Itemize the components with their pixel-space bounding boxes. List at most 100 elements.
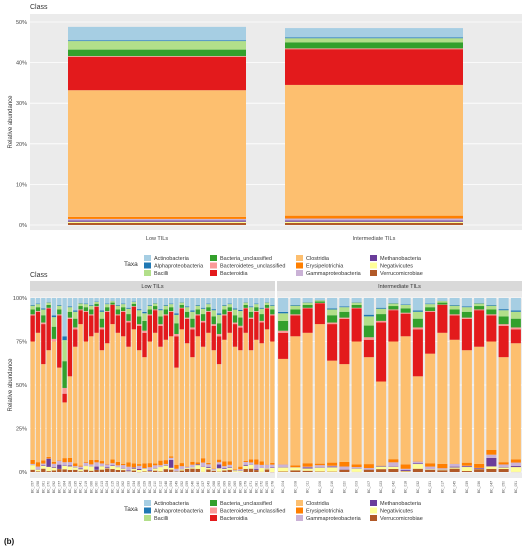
bar-segment-actinobacteria	[158, 298, 163, 310]
x-tick-label-b: BC_058	[36, 481, 40, 493]
bar-segment-verrucomicrobiae	[115, 469, 121, 472]
x-tick-label-b: BC_060	[95, 481, 99, 493]
legend-label-bacteroidia: Bacteroidia	[220, 516, 248, 522]
x-tick-label-b: BC_048	[164, 481, 168, 493]
bar-segment-bacilli	[498, 310, 509, 317]
bar-segment-gammaproteobacteria	[110, 463, 115, 466]
bar-segment-gammaproteobacteria	[73, 466, 78, 468]
bar-segment-erysipelotrichia	[152, 463, 158, 466]
bar-segment-bacilli	[179, 302, 184, 305]
bar-segment-actinobacteria	[474, 298, 485, 303]
bar-segment-bacteroidetes-unclassified	[126, 320, 131, 323]
x-tick-label-b: BC_077	[57, 481, 61, 493]
bar-segment-actinobacteria	[248, 298, 254, 307]
bar-segment-bacilli	[216, 314, 222, 324]
bar-segment-clostridia	[51, 341, 57, 462]
bar-segment-bacteroidia	[351, 308, 362, 342]
bar-segment-negativicutes	[425, 469, 436, 470]
bar-segment-erysipelotrichia	[73, 463, 78, 467]
bar-segment-alphaproteobacteria	[400, 304, 411, 305]
bar-segment-gammaproteobacteria	[83, 462, 89, 466]
x-tick-label-b: BC_018	[404, 481, 408, 493]
bar-segment-erysipelotrichia	[425, 463, 436, 467]
bar-segment-actinobacteria	[376, 298, 387, 308]
bar-segment-bacteroidia	[62, 393, 67, 403]
legend-label-actinobacteria: Actinobacteria	[154, 501, 190, 507]
x-tick-label-b: BC_050	[502, 481, 506, 493]
bar-segment-bacteroidetes-unclassified	[67, 317, 73, 319]
bar-segment-gammaproteobacteria	[200, 462, 206, 467]
bar-segment-gammaproteobacteria	[78, 466, 83, 469]
bar-segment-methanobacteria	[137, 468, 142, 470]
bar-segment-verrucomicrobiae	[227, 469, 232, 472]
bar-segment-alphaproteobacteria	[147, 304, 153, 306]
bar-segment-bacteroidia	[327, 324, 338, 361]
bar-segment-verrucomicrobiae	[89, 470, 94, 472]
bar-segment-erysipelotrichia	[121, 463, 126, 466]
bar-segment-methanobacteria	[254, 468, 259, 470]
bar-segment-bacteroidetes-unclassified	[327, 322, 338, 325]
bar-segment-alphaproteobacteria	[142, 311, 147, 314]
bar-segment-negativicutes	[216, 468, 222, 472]
bar-segment-bacilli	[238, 311, 243, 318]
bar-segment-clostridia	[110, 324, 115, 460]
bar-segment-actinobacteria	[89, 298, 94, 305]
bar-segment-bacteria-unclassified	[174, 323, 179, 334]
bar-segment-methanobacteria	[285, 220, 463, 222]
bar-segment-methanobacteria	[302, 467, 313, 469]
bar-segment-bacteria-unclassified	[68, 49, 246, 57]
x-tick-label-b: BC_024	[105, 481, 109, 493]
bar-segment-gammaproteobacteria	[238, 469, 243, 471]
bar-segment-clostridia	[339, 364, 350, 462]
x-tick-label-b: BC_064	[63, 481, 67, 493]
bar-segment-verrucomicrobiae	[339, 469, 350, 472]
legend-label-actinobacteria: Actinobacteria	[154, 256, 190, 262]
bar-segment-bacilli	[270, 305, 275, 310]
bar-segment-bacteria-unclassified	[510, 318, 521, 328]
bar-segment-bacteroidetes-unclassified	[68, 56, 246, 57]
x-tick-label-b: BC_007	[367, 481, 371, 493]
bar-segment-bacteroidia	[121, 311, 126, 337]
bar-segment-clostridia	[73, 346, 78, 464]
bar-segment-clostridia	[376, 381, 387, 466]
bar-segment-bacteria-unclassified	[73, 318, 78, 328]
x-tick-label-b: BC_033	[127, 481, 131, 493]
bar-segment-alphaproteobacteria	[62, 336, 67, 341]
bar-segment-negativicutes	[184, 467, 190, 469]
bar-segment-bacteria-unclassified	[498, 316, 509, 325]
bar-segment-bacteroidia	[437, 304, 448, 333]
bar-segment-methanobacteria	[51, 466, 57, 468]
bar-segment-bacilli	[206, 304, 211, 308]
bar-segment-bacteroidia	[449, 315, 460, 340]
bar-segment-clostridia	[302, 332, 313, 464]
y-tick-label-a: 30%	[16, 101, 27, 107]
bar-segment-erysipelotrichia	[461, 462, 472, 466]
bar-segment-actinobacteria	[30, 298, 35, 305]
bar-segment-bacilli	[363, 316, 374, 326]
bar-segment-bacteroidetes-unclassified	[168, 311, 174, 312]
legend-label-negativicutes: Negativicutes	[380, 509, 413, 515]
bar-segment-bacteroidia	[376, 322, 387, 382]
bar-segment-verrucomicrobiae	[206, 469, 211, 472]
bar-segment-alphaproteobacteria	[35, 303, 41, 305]
legend-swatch-bacteroidetes-unclassified	[210, 507, 217, 514]
bar-segment-bacteroidetes-unclassified	[30, 314, 35, 316]
bar-segment-negativicutes	[238, 470, 243, 472]
facet-strip-low-tils	[30, 281, 275, 291]
bar-segment-gammaproteobacteria	[400, 468, 411, 471]
bar-segment-erysipelotrichia	[137, 464, 142, 466]
bar-segment-bacteroidetes-unclassified	[510, 327, 521, 330]
bar-segment-bacteroidetes-unclassified	[190, 327, 195, 330]
bar-segment-bacilli	[388, 303, 399, 307]
bar-segment-verrucomicrobiae	[131, 470, 137, 472]
bar-segment-negativicutes	[99, 466, 105, 470]
bar-segment-negativicutes	[227, 467, 232, 470]
bar-segment-negativicutes	[437, 469, 448, 471]
bar-segment-erysipelotrichia	[195, 462, 200, 465]
bar-segment-verrucomicrobiae	[62, 469, 67, 472]
bar-segment-clostridia	[200, 346, 206, 459]
facet-strip-intermediate-tils	[277, 281, 522, 291]
bar-segment-actinobacteria	[35, 298, 41, 304]
bar-segment-negativicutes	[163, 465, 168, 470]
bar-segment-alphaproteobacteria	[227, 303, 232, 305]
